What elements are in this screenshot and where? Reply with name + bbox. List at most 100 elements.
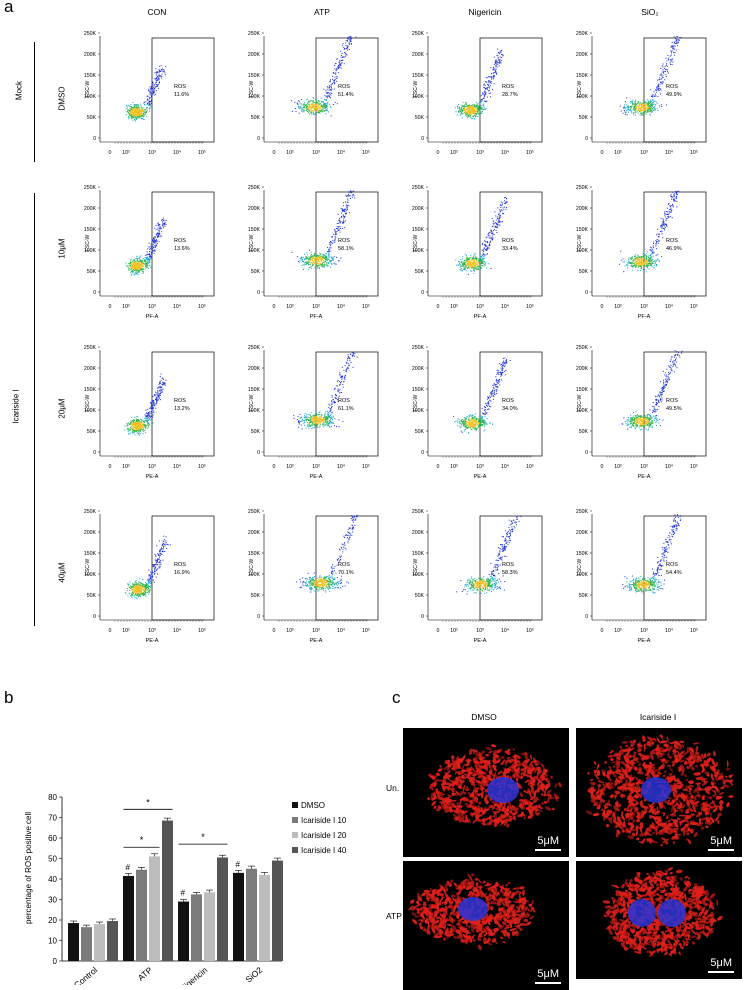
y-tick-label: 50K [415, 429, 425, 435]
y-tick-label: 250K [576, 345, 589, 351]
bar-control-0 [68, 923, 79, 961]
bar-atp-0 [123, 876, 134, 961]
scale-bar [708, 849, 734, 851]
y-tick-label: 250K [576, 31, 589, 37]
y-tick-label: 0 [421, 614, 424, 620]
flow-col-header-atp: ATP [262, 7, 382, 17]
ros-gate [152, 516, 214, 620]
nucleus [458, 897, 488, 921]
bar-sio2-1 [246, 869, 257, 961]
x-tick-label: 10⁴ [173, 628, 181, 634]
gate-label: ROS [338, 84, 350, 90]
gate-percentage: 13.6% [174, 246, 190, 252]
x-tick-label: 10³ [148, 304, 156, 310]
x-tick-label: 10⁵ [690, 304, 698, 310]
x-tick-label: 10³ [476, 464, 484, 470]
x-tick-label: 10⁵ [362, 464, 370, 470]
x-tick-label: 10² [614, 464, 622, 470]
micro-row-label-atp: ATP [386, 911, 402, 921]
gate-percentage: 49.5% [666, 406, 682, 412]
bar-atp-1 [136, 870, 147, 961]
y-tick-label: 150K [84, 227, 97, 233]
significance-star: * [201, 832, 205, 842]
micro-row-label-un: Un. [386, 783, 399, 793]
ros-gate [480, 516, 542, 620]
x-tick-label: 0 [109, 628, 112, 634]
y-tick-label: 150K [248, 387, 261, 393]
x-tick-label: 10² [286, 304, 294, 310]
scale-label: 5μM [537, 968, 559, 980]
y-tick-label: 250K [248, 509, 261, 515]
ros-gate [152, 192, 214, 296]
gate-percentage: 49.9% [666, 92, 682, 98]
scale-label: 5μM [710, 957, 732, 969]
y-tick-label: 200K [576, 366, 589, 372]
y-tick-label: 50K [87, 115, 97, 121]
flow-xlabel: PE-A [310, 474, 323, 480]
y-tick-label: 0 [421, 450, 424, 456]
x-tick-label: 10² [122, 304, 130, 310]
y-tick-label: 50K [579, 269, 589, 275]
bar-nigericin-0 [178, 902, 189, 961]
x-tick-label: 0 [437, 464, 440, 470]
x-tick-label: 10⁵ [526, 304, 534, 310]
x-tick-label: 0 [273, 150, 276, 156]
y-tick-label: 50K [415, 115, 425, 121]
x-tick-label: 10³ [312, 150, 320, 156]
x-tick-label: 10² [286, 628, 294, 634]
y-tick-label: 150K [412, 387, 425, 393]
y-tick-label: 200K [576, 206, 589, 212]
flow-col-header-nigericin: Nigericin [425, 7, 545, 17]
row-label-10um: 10μM [58, 229, 67, 269]
y-tick-label: 0 [93, 614, 96, 620]
x-tick-label: 10⁴ [337, 304, 345, 310]
y-tick-label: 0 [585, 136, 588, 142]
y-tick-label: 0 [585, 450, 588, 456]
ros-gate [152, 38, 214, 142]
ros-gate [644, 38, 706, 142]
x-tick-label: 10⁵ [362, 304, 370, 310]
x-tick-label: 10⁴ [173, 304, 181, 310]
flow-ylabel: FSC-W [249, 395, 255, 412]
y-tick-label: 50K [87, 593, 97, 599]
gate-label: ROS [502, 238, 514, 244]
y-tick-label: 0 [421, 136, 424, 142]
nucleus [658, 899, 686, 927]
y-tick-label: 0 [93, 136, 96, 142]
y-tick-label: 200K [84, 52, 97, 58]
x-tick-label: 10² [122, 628, 130, 634]
gate-percentage: 54.4% [666, 570, 682, 576]
x-tick-label: 0 [601, 464, 604, 470]
x-tick-label: 10⁴ [501, 150, 509, 156]
x-tick-label: 10⁵ [198, 464, 206, 470]
y-tick-label: 30 [48, 896, 57, 905]
x-tick-label: 10⁵ [690, 150, 698, 156]
y-tick-label: 250K [248, 345, 261, 351]
x-tick-label: 10² [286, 464, 294, 470]
legend-swatch [292, 847, 298, 853]
flow-col-header-sio2: SiO₂ [590, 7, 710, 17]
y-tick-label: 200K [412, 206, 425, 212]
x-tick-label: 10² [450, 304, 458, 310]
y-tick-label: 50K [579, 115, 589, 121]
x-tick-label: 0 [109, 304, 112, 310]
y-tick-label: 200K [412, 52, 425, 58]
scale-label: 5μM [537, 835, 559, 847]
row-label-20um: 20μM [58, 389, 67, 429]
scale-label: 5μM [710, 835, 732, 847]
flow-xlabel: PF-A [310, 314, 323, 320]
x-tick-label: 10⁵ [198, 628, 206, 634]
icariside-bracket [34, 193, 35, 626]
x-tick-label: 10³ [148, 150, 156, 156]
y-tick-label: 250K [84, 31, 97, 37]
y-tick-label: 0 [257, 290, 260, 296]
scale-bar [535, 982, 561, 984]
x-tick-label: 10⁵ [526, 464, 534, 470]
y-tick-label: 250K [576, 509, 589, 515]
y-tick-label: 150K [576, 551, 589, 557]
gate-label: ROS [666, 84, 678, 90]
ros-gate [152, 352, 214, 456]
